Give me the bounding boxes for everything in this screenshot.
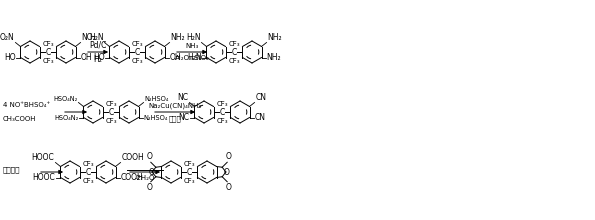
- Text: H₂N: H₂N: [187, 53, 202, 62]
- Text: Al₂O₃-SiO₂: Al₂O₃-SiO₂: [174, 55, 209, 61]
- Text: O₂N: O₂N: [0, 33, 14, 42]
- Text: O: O: [226, 183, 231, 192]
- Text: Na₂Cu(CN)₄NH₃: Na₂Cu(CN)₄NH₃: [148, 103, 202, 109]
- Text: C: C: [186, 167, 192, 176]
- Text: HSO₄N₂: HSO₄N₂: [54, 114, 79, 121]
- Text: COOH: COOH: [121, 173, 143, 182]
- Text: CN: CN: [255, 92, 267, 101]
- Text: CF₃: CF₃: [228, 40, 240, 46]
- Text: NC: NC: [178, 113, 189, 122]
- Text: CF₃: CF₃: [183, 161, 195, 167]
- Text: N₂HSO₄: N₂HSO₄: [143, 114, 168, 121]
- Text: CF₃: CF₃: [183, 178, 195, 183]
- Text: CF₃: CF₃: [131, 57, 143, 64]
- Text: CF₃: CF₃: [42, 57, 54, 64]
- Text: H₂: H₂: [93, 55, 102, 64]
- Text: CF₃: CF₃: [228, 57, 240, 64]
- Text: NO₂: NO₂: [82, 33, 96, 42]
- Text: C: C: [45, 48, 51, 57]
- Text: C: C: [220, 108, 225, 117]
- Text: HOOC: HOOC: [33, 173, 55, 182]
- Text: HO: HO: [93, 53, 105, 62]
- Text: CF₃: CF₃: [131, 40, 143, 46]
- Text: O: O: [226, 152, 231, 161]
- Text: 酸性介质: 酸性介质: [3, 167, 20, 173]
- Text: 水介质: 水介质: [168, 115, 181, 122]
- Text: COOH: COOH: [121, 152, 144, 161]
- Text: NH₂: NH₂: [267, 53, 281, 62]
- Text: CF₃: CF₃: [82, 161, 94, 167]
- Text: CF₃: CF₃: [82, 178, 94, 183]
- Text: O: O: [147, 183, 153, 192]
- Text: C: C: [231, 48, 237, 57]
- Text: O: O: [147, 152, 153, 161]
- Text: NH₂: NH₂: [171, 33, 185, 42]
- Text: CF₃: CF₃: [105, 101, 117, 106]
- Text: HSO₄N₂: HSO₄N₂: [53, 95, 77, 101]
- Text: HOOC: HOOC: [32, 152, 55, 161]
- Text: HO: HO: [4, 53, 15, 62]
- Text: H₂N: H₂N: [89, 33, 104, 42]
- Text: C: C: [108, 108, 114, 117]
- Text: O: O: [224, 167, 229, 176]
- Text: OH: OH: [80, 53, 92, 62]
- Text: CF₃: CF₃: [105, 117, 117, 123]
- Text: O: O: [149, 167, 155, 176]
- Text: -2H₂O: -2H₂O: [135, 175, 155, 181]
- Text: C: C: [134, 48, 140, 57]
- Text: 4 NO⁺BHSO₄⁺: 4 NO⁺BHSO₄⁺: [3, 102, 50, 108]
- Text: Pd/C: Pd/C: [89, 40, 107, 49]
- Text: NH₃: NH₃: [186, 43, 199, 49]
- Text: N₂HSO₄: N₂HSO₄: [145, 95, 169, 101]
- Text: H₂N: H₂N: [186, 33, 201, 42]
- Text: CF₃: CF₃: [216, 101, 228, 106]
- Text: OH: OH: [170, 53, 181, 62]
- Text: NH₂: NH₂: [268, 33, 282, 42]
- Text: CH₃COOH: CH₃COOH: [3, 116, 36, 122]
- Text: CF₃: CF₃: [216, 117, 228, 123]
- Text: NC: NC: [177, 92, 189, 101]
- Text: CF₃: CF₃: [42, 40, 54, 46]
- Text: C: C: [85, 167, 90, 176]
- Text: CN: CN: [255, 113, 265, 122]
